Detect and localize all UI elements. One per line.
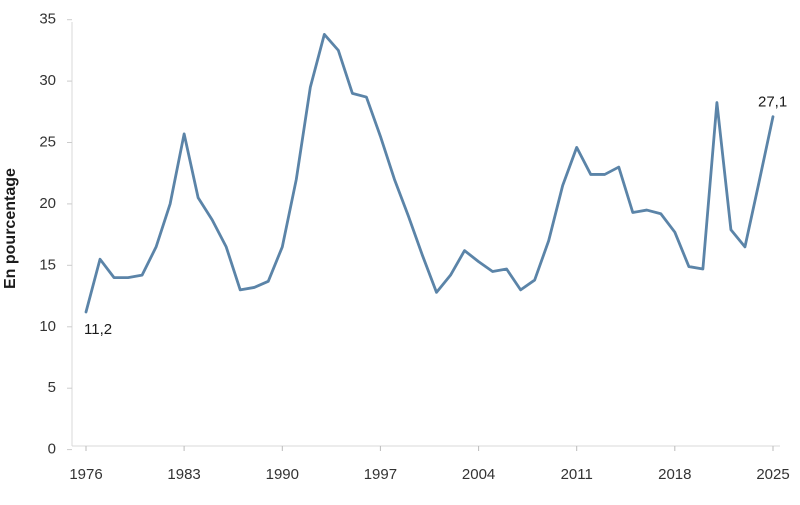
svg-text:1997: 1997 [364, 466, 397, 483]
svg-text:30: 30 [39, 72, 56, 89]
svg-text:1983: 1983 [167, 466, 200, 483]
svg-text:2018: 2018 [658, 466, 691, 483]
svg-text:2025: 2025 [756, 466, 789, 483]
svg-text:10: 10 [39, 318, 56, 335]
svg-text:1976: 1976 [69, 466, 102, 483]
svg-text:2011: 2011 [561, 466, 593, 483]
svg-text:5: 5 [48, 379, 56, 396]
svg-text:35: 35 [39, 11, 56, 28]
svg-text:2004: 2004 [462, 466, 495, 483]
svg-text:27,1: 27,1 [758, 94, 787, 111]
svg-text:11,2: 11,2 [84, 321, 112, 338]
svg-text:20: 20 [39, 195, 56, 212]
svg-text:1990: 1990 [266, 466, 299, 483]
svg-text:15: 15 [39, 256, 56, 273]
svg-text:25: 25 [39, 134, 56, 151]
svg-text:0: 0 [48, 441, 56, 458]
